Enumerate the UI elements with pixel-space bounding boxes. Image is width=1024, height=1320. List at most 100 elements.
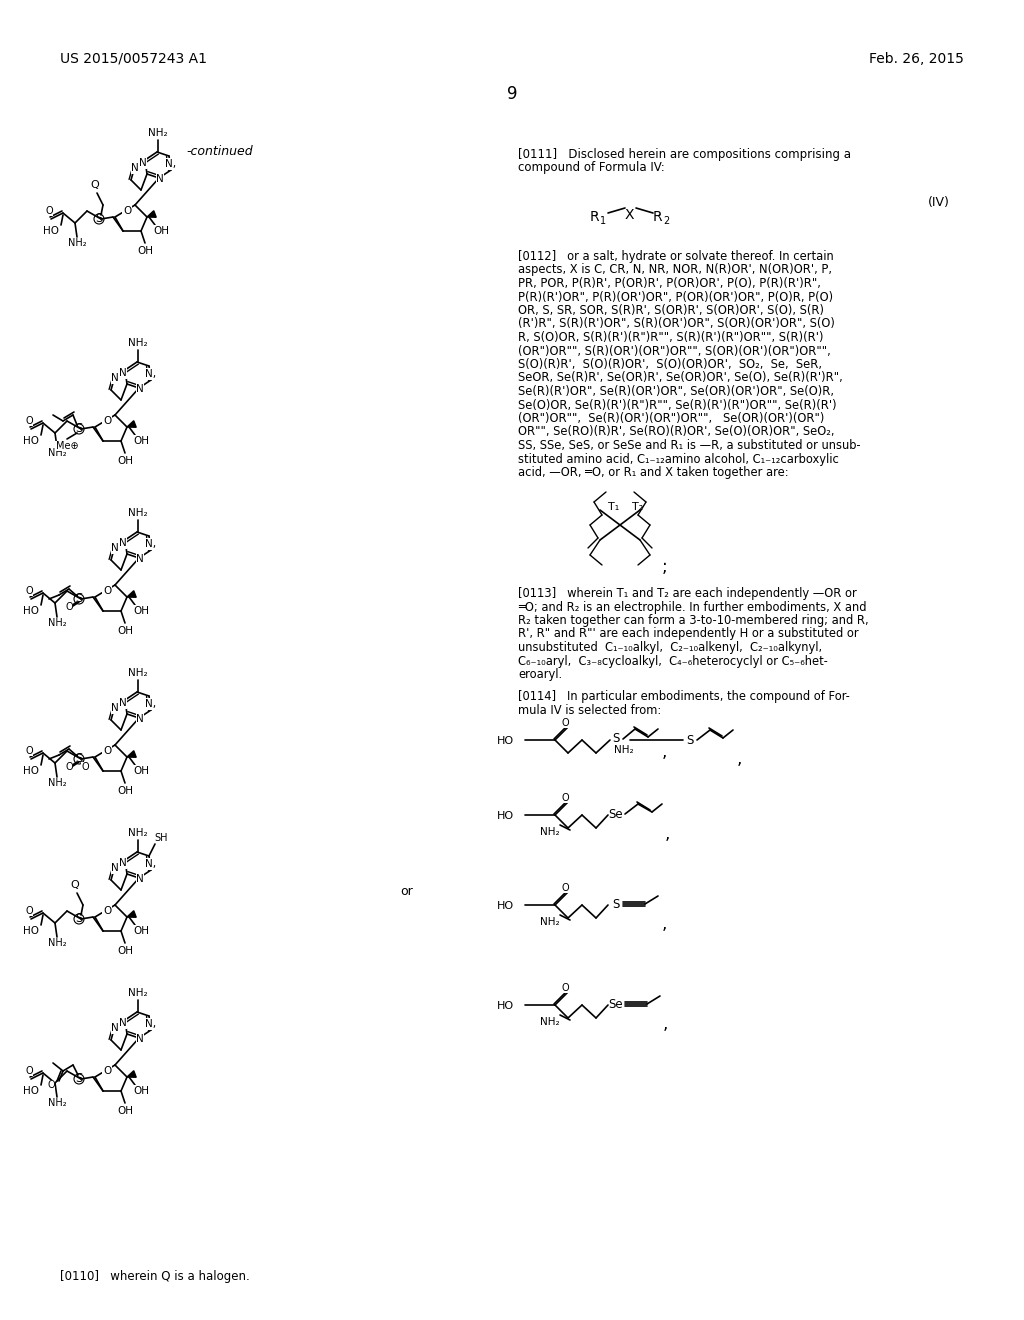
Text: R, S(O)OR, S(R)(R')(R")R"", S(R)(R')(R")OR"", S(R)(R'): R, S(O)OR, S(R)(R')(R")R"", S(R)(R')(R")… [518,331,823,345]
Text: O: O [561,718,568,729]
Text: C₆₋₁₀aryl,  C₃₋₈cycloalkyl,  C₄₋₆heterocyclyl or C₅₋₆het-: C₆₋₁₀aryl, C₃₋₈cycloalkyl, C₄₋₆heterocyc… [518,655,827,668]
Text: HO: HO [497,737,514,746]
Text: NH₂: NH₂ [541,1016,560,1027]
Text: R: R [653,210,663,224]
Text: HO: HO [23,606,39,616]
Text: R₂ taken together can form a 3-to-10-membered ring; and R,: R₂ taken together can form a 3-to-10-mem… [518,614,868,627]
Text: N: N [119,698,127,708]
Text: [0113]   wherein T₁ and T₂ are each independently —OR or: [0113] wherein T₁ and T₂ are each indepe… [518,587,857,601]
Text: (OR")OR"", S(R)(OR')(OR")OR"", S(OR)(OR')(OR")OR"",: (OR")OR"", S(R)(OR')(OR")OR"", S(OR)(OR'… [518,345,830,358]
Text: NH₂: NH₂ [128,338,147,348]
Text: S(O)(R)R',  S(O)(R)OR',  S(O)(OR)OR',  SO₂,  Se,  SeR,: S(O)(R)R', S(O)(R)OR', S(O)(OR)OR', SO₂,… [518,358,822,371]
Text: T₂: T₂ [632,502,643,512]
Text: N: N [136,714,144,723]
Text: OH: OH [117,626,133,636]
Text: N: N [119,368,127,378]
Text: 2: 2 [663,216,670,226]
Text: compound of Formula IV:: compound of Formula IV: [518,161,665,174]
Text: O: O [102,906,112,916]
Text: [0110]   wherein Q is a halogen.: [0110] wherein Q is a halogen. [60,1270,250,1283]
Text: N: N [156,174,164,183]
Text: N: N [131,162,139,173]
Text: N: N [136,384,144,393]
Text: N: N [112,1023,119,1034]
Polygon shape [127,421,136,428]
Text: OH: OH [137,246,153,256]
Text: N: N [112,863,119,873]
Text: S: S [612,898,620,911]
Text: N,: N, [145,700,157,709]
Text: N: N [119,858,127,869]
Text: S: S [76,912,83,925]
Text: Feb. 26, 2015: Feb. 26, 2015 [869,51,964,66]
Text: OH: OH [133,1086,150,1096]
Text: ═O; and R₂ is an electrophile. In further embodiments, X and: ═O; and R₂ is an electrophile. In furthe… [518,601,866,614]
Text: 1: 1 [600,216,606,226]
Polygon shape [127,1071,136,1077]
Text: N: N [136,1034,144,1044]
Text: O: O [26,746,33,756]
Text: -continued: -continued [186,145,253,158]
Text: OR"", Se(RO)(R)R', Se(RO)(R)OR', Se(O)(OR)OR", SeO₂,: OR"", Se(RO)(R)R', Se(RO)(R)OR', Se(O)(O… [518,425,835,438]
Text: HO: HO [23,766,39,776]
Text: O: O [102,416,112,426]
Text: (OR")OR"",  Se(R)(OR')(OR")OR"",   Se(OR)(OR')(OR"): (OR")OR"", Se(R)(OR')(OR")OR"", Se(OR)(O… [518,412,824,425]
Text: NH₂: NH₂ [48,939,67,948]
Text: O: O [26,416,33,426]
Polygon shape [127,591,136,597]
Text: PR, POR, P(R)R', P(OR)R', P(OR)OR', P(O), P(R)(R')R",: PR, POR, P(R)R', P(OR)R', P(OR)OR', P(O)… [518,277,821,290]
Text: OH: OH [133,606,150,616]
Text: NH₂: NH₂ [48,777,67,788]
Text: Se(R)(R')OR", Se(R)(OR')OR", Se(OR)(OR')OR", Se(O)R,: Se(R)(R')OR", Se(R)(OR')OR", Se(OR)(OR')… [518,385,834,399]
Text: N: N [119,539,127,548]
Text: ,: , [662,915,668,933]
Text: N: N [112,543,119,553]
Text: S: S [612,733,620,746]
Text: [0111]   Disclosed herein are compositions comprising a: [0111] Disclosed herein are compositions… [518,148,851,161]
Text: Se: Se [608,998,624,1011]
Text: N,: N, [145,859,157,869]
Text: eroaryl.: eroaryl. [518,668,562,681]
Text: X: X [625,209,635,222]
Text: NH₂: NH₂ [68,238,86,248]
Text: stituted amino acid, C₁₋₁₂amino alcohol, C₁₋₁₂carboxylic: stituted amino acid, C₁₋₁₂amino alcohol,… [518,453,839,466]
Text: S: S [76,1072,83,1085]
Text: S: S [686,734,693,747]
Text: N: N [119,1018,127,1028]
Text: NH₂: NH₂ [148,128,168,139]
Text: N: N [139,158,146,168]
Text: SH: SH [155,833,168,843]
Text: S: S [76,593,83,606]
Text: ,: , [665,825,671,843]
Text: mula IV is selected from:: mula IV is selected from: [518,704,662,717]
Text: Me⊕: Me⊕ [55,441,78,451]
Text: [0112]   or a salt, hydrate or solvate thereof. In certain: [0112] or a salt, hydrate or solvate the… [518,249,834,263]
Text: Se: Se [608,808,624,821]
Text: OH: OH [117,946,133,956]
Text: R: R [590,210,600,224]
Text: HO: HO [23,1086,39,1096]
Text: 9: 9 [507,84,517,103]
Text: O: O [26,1067,33,1076]
Text: N,: N, [145,1019,157,1030]
Text: OH: OH [133,927,150,936]
Text: O: O [26,906,33,916]
Text: N,: N, [145,539,157,549]
Text: N,: N, [145,370,157,379]
Text: O: O [123,206,131,216]
Text: ,: , [737,750,742,768]
Text: HO: HO [497,902,514,911]
Text: O: O [561,883,568,894]
Text: (R')R", S(R)(R')OR", S(R)(OR')OR", S(OR)(OR')OR", S(O): (R')R", S(R)(R')OR", S(R)(OR')OR", S(OR)… [518,318,835,330]
Text: R', R" and R"' are each independently H or a substituted or: R', R" and R"' are each independently H … [518,627,859,640]
Text: P(R)(R')OR", P(R)(OR')OR", P(OR)(OR')OR", P(O)R, P(O): P(R)(R')OR", P(R)(OR')OR", P(OR)(OR')OR"… [518,290,834,304]
Text: NH₂: NH₂ [48,447,67,458]
Text: O: O [47,1080,55,1090]
Text: OH: OH [133,436,150,446]
Text: or: or [400,884,413,898]
Text: SS, SSe, SeS, or SeSe and R₁ is —R, a substituted or unsub-: SS, SSe, SeS, or SeSe and R₁ is —R, a su… [518,440,860,451]
Text: Q: Q [91,180,99,190]
Text: N: N [112,374,119,383]
Text: HO: HO [497,1001,514,1011]
Text: O: O [102,746,112,756]
